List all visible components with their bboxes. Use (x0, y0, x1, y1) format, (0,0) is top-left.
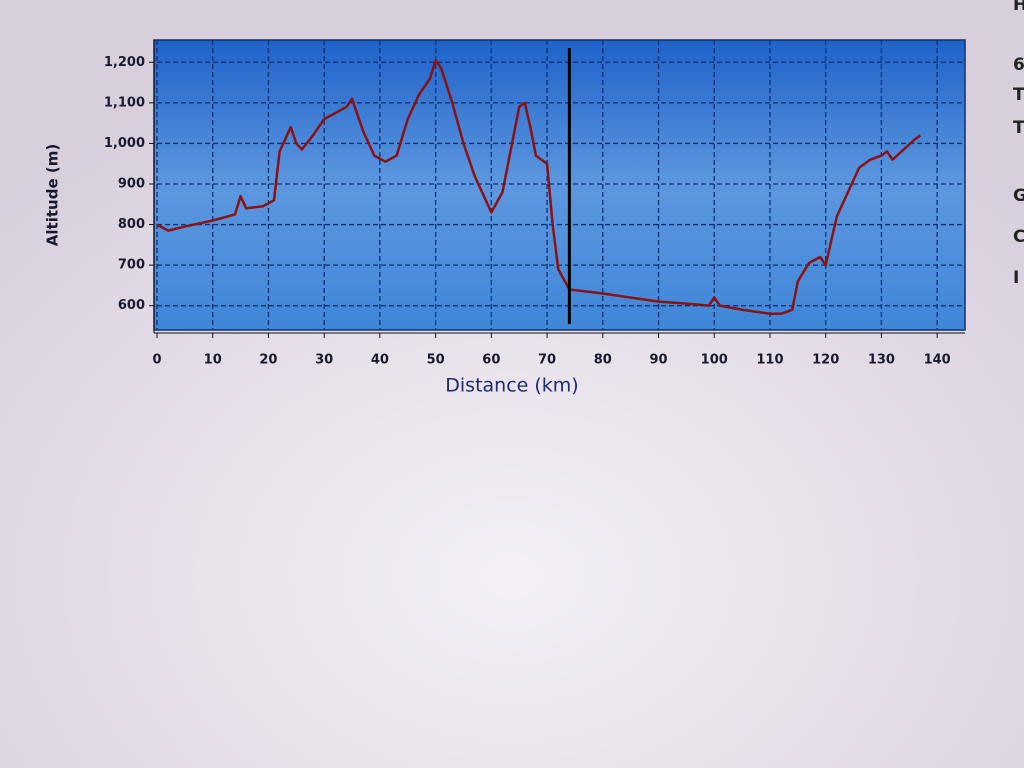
x-tick-label: 120 (812, 353, 839, 368)
x-tick-label: 50 (427, 353, 445, 368)
x-tick-label: 130 (868, 353, 895, 368)
side-text: G (1013, 186, 1024, 206)
side-text: 6 (1013, 55, 1024, 75)
side-text: T (1013, 85, 1024, 105)
y-tick-label: 700 (118, 258, 145, 273)
x-tick-label: 60 (482, 353, 500, 368)
side-text: C (1013, 227, 1024, 247)
side-text: H (1013, 0, 1024, 15)
x-tick-label: 0 (152, 353, 161, 368)
x-tick-label: 10 (204, 353, 222, 368)
altitude-line (156, 59, 922, 316)
x-tick-label: 70 (538, 353, 556, 368)
y-tick-label: 1,100 (104, 95, 145, 110)
x-tick-label: 100 (701, 353, 728, 368)
y-tick-label: 600 (118, 298, 145, 313)
y-tick-label: 1,000 (104, 136, 145, 151)
side-text: I (1013, 268, 1019, 288)
x-tick-label: 140 (924, 353, 951, 368)
y-axis-label: Altitude (m) (44, 144, 62, 246)
x-tick-label: 110 (756, 353, 783, 368)
x-tick-label: 20 (259, 353, 277, 368)
x-tick-label: 80 (594, 353, 612, 368)
y-tick-label: 1,200 (104, 55, 145, 70)
y-tick-label: 800 (118, 217, 145, 232)
y-tick-label: 900 (118, 176, 145, 191)
x-tick-label: 90 (649, 353, 667, 368)
plot-area (153, 39, 966, 331)
side-text: T (1013, 118, 1024, 138)
x-tick-label: 30 (315, 353, 333, 368)
x-tick-label: 40 (371, 353, 389, 368)
x-axis-label: Distance (km) (445, 375, 578, 397)
